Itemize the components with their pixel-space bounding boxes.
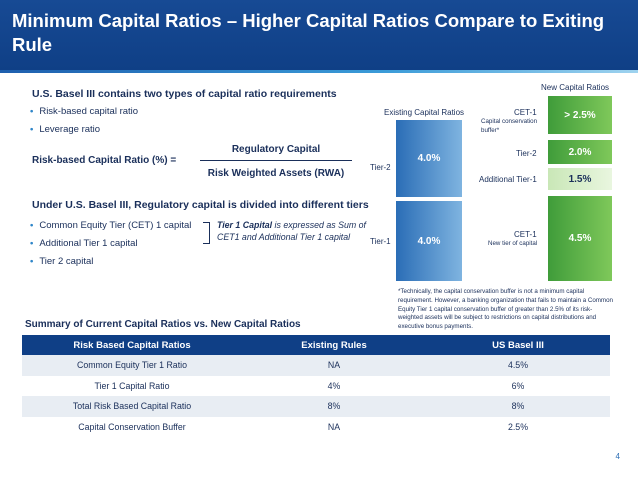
bullet-text: Tier 2 capital <box>39 256 94 267</box>
table-cell: 4.5% <box>426 355 610 376</box>
table-cell: Capital Conservation Buffer <box>22 416 242 437</box>
table-cell: 8% <box>426 396 610 417</box>
capital-ratios-table: Risk Based Capital Ratios Existing Rules… <box>22 335 610 437</box>
new-cet1-buffer-sublabel: Capital conservation buffer* <box>481 118 538 134</box>
slide-title: Minimum Capital Ratios – Higher Capital … <box>12 10 605 55</box>
bullet-leverage: • Leverage ratio <box>30 124 100 135</box>
existing-tier1-value: 4.0% <box>417 235 441 247</box>
formula-label: Risk-based Capital Ratio (%) = <box>32 155 177 166</box>
bullet-dot: • <box>30 238 34 249</box>
table-row: Tier 1 Capital Ratio 4% 6% <box>22 375 610 396</box>
bullet-dot: • <box>30 256 34 267</box>
new-cet1-sublabel: New tier of capital <box>488 240 538 247</box>
table-cell: 6% <box>426 375 610 396</box>
bullet-dot: • <box>30 220 34 231</box>
table-header-row: Risk Based Capital Ratios Existing Rules… <box>22 335 610 355</box>
new-additional-tier1-value: 1.5% <box>568 173 592 185</box>
new-cet1-buffer-value: > 2.5% <box>564 109 596 121</box>
formula-denominator: Risk Weighted Assets (RWA) <box>207 168 345 179</box>
table-cell: 4% <box>242 375 426 396</box>
bullet-dot: • <box>30 106 34 117</box>
bullet-risk-based: • Risk-based capital ratio <box>30 106 138 117</box>
table-row: Common Equity Tier 1 Ratio NA 4.5% <box>22 355 610 376</box>
new-additional-tier1-label: Additional Tier-1 <box>479 175 537 184</box>
new-cet1-value: 4.5% <box>568 233 592 244</box>
new-cet1-buffer-label: CET-1 <box>514 108 537 117</box>
table-cell: 2.5% <box>426 416 610 437</box>
bullet-text: Leverage ratio <box>39 124 101 135</box>
new-cet1-box: 4.5% <box>548 196 612 281</box>
tier1-note-rest: is expressed as Sum of <box>272 220 366 230</box>
title-bar: Minimum Capital Ratios – Higher Capital … <box>0 0 638 70</box>
table-row: Total Risk Based Capital Ratio 8% 8% <box>22 396 610 417</box>
existing-tier2-box: 4.0% <box>396 120 462 197</box>
title-accent-line <box>0 70 638 73</box>
table-header-cell: US Basel III <box>426 335 610 355</box>
table-cell: NA <box>242 416 426 437</box>
tiers-heading: Under U.S. Basel III, Regulatory capital… <box>32 199 369 211</box>
tier1-note-line2: CET1 and Additional Tier 1 capital <box>217 232 351 242</box>
bullet-tier2: • Tier 2 capital <box>30 256 93 267</box>
bullet-text: Common Equity Tier (CET) 1 capital <box>39 220 192 231</box>
bullet-additional-tier1: • Additional Tier 1 capital <box>30 238 138 249</box>
existing-tier2-label: Tier-2 <box>370 163 391 172</box>
fraction-line <box>200 160 352 161</box>
existing-ratios-label: Existing Capital Ratios <box>384 108 465 117</box>
page-number: 4 <box>615 452 620 461</box>
bullet-cet1: • Common Equity Tier (CET) 1 capital <box>30 220 191 231</box>
table-cell: Tier 1 Capital Ratio <box>22 375 242 396</box>
tier1-bracket <box>203 222 210 244</box>
table-header-cell: Risk Based Capital Ratios <box>22 335 242 355</box>
summary-heading: Summary of Current Capital Ratios vs. Ne… <box>25 319 301 330</box>
new-cet1-label: CET-1 <box>514 230 537 239</box>
new-tier2-label: Tier-2 <box>516 149 537 158</box>
basel-heading: U.S. Basel III contains two types of cap… <box>32 88 337 100</box>
diagram-footnote: *Technically, the capital conservation b… <box>398 288 613 331</box>
table-row: Capital Conservation Buffer NA 2.5% <box>22 416 610 437</box>
table-header-cell: Existing Rules <box>242 335 426 355</box>
tier1-note: Tier 1 Capital is expressed as Sum of CE… <box>217 219 377 243</box>
new-additional-tier1-box: 1.5% <box>548 168 612 190</box>
new-cet1-buffer-box: > 2.5% <box>548 96 612 134</box>
new-tier2-box: 2.0% <box>548 140 612 164</box>
table-cell: NA <box>242 355 426 376</box>
formula-numerator: Regulatory Capital <box>231 144 321 155</box>
existing-tier1-label: Tier-1 <box>370 237 391 246</box>
bullet-text: Risk-based capital ratio <box>39 106 139 117</box>
new-tier2-value: 2.0% <box>568 146 592 158</box>
bullet-text: Additional Tier 1 capital <box>39 238 138 249</box>
existing-tier1-box: 4.0% <box>396 201 462 281</box>
existing-tier2-value: 4.0% <box>417 153 441 164</box>
tier1-note-bold: Tier 1 Capital <box>217 220 273 230</box>
table-cell: Common Equity Tier 1 Ratio <box>22 355 242 376</box>
new-ratios-label: New Capital Ratios <box>541 83 610 92</box>
bullet-dot: • <box>30 124 34 135</box>
table-cell: Total Risk Based Capital Ratio <box>22 396 242 417</box>
table-cell: 8% <box>242 396 426 417</box>
